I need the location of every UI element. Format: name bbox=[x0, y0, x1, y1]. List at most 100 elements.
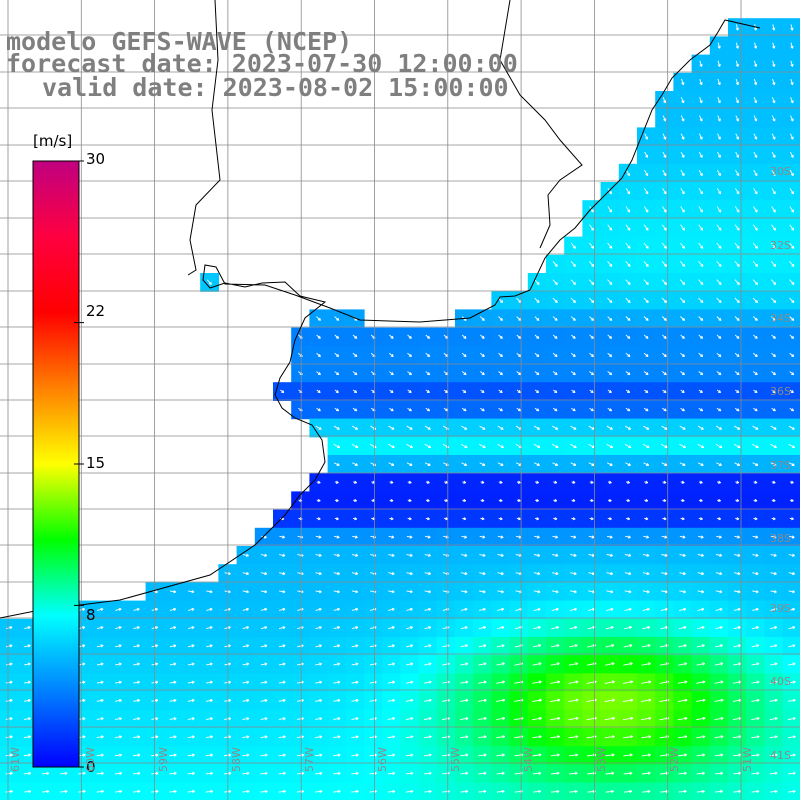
wind-arrow bbox=[715, 571, 723, 576]
wind-arrow bbox=[333, 717, 341, 721]
wind-arrow bbox=[407, 480, 412, 484]
wind-arrow bbox=[789, 407, 795, 412]
wind-arrow bbox=[461, 535, 468, 539]
wind-arrow bbox=[552, 316, 558, 321]
wind-arrow bbox=[315, 735, 323, 739]
wind-arrow bbox=[423, 717, 432, 721]
wind-arrow bbox=[260, 644, 268, 648]
wind-arrow bbox=[424, 662, 432, 666]
wind-arrow bbox=[444, 498, 448, 503]
wind-arrow bbox=[114, 753, 122, 757]
wind-arrow bbox=[734, 224, 740, 231]
wind-arrow bbox=[553, 498, 558, 503]
wind-arrow bbox=[206, 279, 212, 285]
wind-cell bbox=[782, 218, 800, 238]
wind-arrow bbox=[570, 352, 576, 358]
wind-arrow bbox=[516, 498, 521, 503]
wind-arrow bbox=[316, 498, 321, 503]
wind-arrow bbox=[771, 352, 776, 358]
wind-arrow bbox=[751, 698, 760, 702]
wind-arrow bbox=[752, 371, 758, 376]
wind-arrow bbox=[752, 297, 758, 304]
wind-arrow bbox=[352, 407, 358, 412]
wind-arrow bbox=[5, 698, 13, 703]
wind-arrow bbox=[570, 297, 576, 303]
wind-arrow bbox=[60, 771, 68, 775]
wind-arrow bbox=[516, 334, 522, 339]
wind-arrow bbox=[625, 188, 631, 195]
wind-arrow bbox=[790, 115, 794, 122]
wind-arrow bbox=[462, 517, 467, 521]
wind-arrow bbox=[532, 753, 542, 757]
wind-arrow bbox=[533, 443, 541, 449]
wind-arrow bbox=[569, 607, 577, 611]
wind-arrow bbox=[478, 789, 487, 794]
wind-arrow bbox=[589, 206, 594, 213]
wind-arrow bbox=[406, 626, 413, 630]
wind-arrow bbox=[644, 389, 649, 394]
wind-arrow bbox=[351, 735, 359, 739]
wind-arrow bbox=[534, 371, 540, 376]
wind-arrow bbox=[387, 753, 396, 757]
wind-arrow bbox=[407, 498, 412, 503]
wind-arrow bbox=[788, 789, 796, 794]
wind-arrow bbox=[661, 462, 668, 466]
wind-arrow bbox=[407, 407, 412, 412]
wind-arrow bbox=[424, 626, 432, 630]
wind-arrow bbox=[789, 242, 795, 249]
wind-arrow bbox=[571, 480, 576, 484]
wind-arrow bbox=[698, 169, 703, 177]
wind-arrow bbox=[423, 735, 432, 739]
wind-arrow bbox=[788, 590, 796, 594]
wind-arrow bbox=[279, 607, 286, 612]
wind-arrow bbox=[260, 590, 268, 594]
wind-arrow bbox=[389, 389, 394, 393]
wind-arrow bbox=[625, 261, 631, 267]
wind-arrow bbox=[389, 371, 394, 376]
wind-arrow bbox=[498, 407, 503, 412]
wind-arrow bbox=[260, 680, 268, 684]
wind-cell bbox=[782, 163, 800, 183]
wind-arrow bbox=[771, 206, 776, 213]
wind-arrow bbox=[553, 480, 558, 484]
wind-arrow bbox=[461, 352, 467, 357]
wind-arrow bbox=[5, 626, 13, 630]
wind-arrow bbox=[589, 389, 594, 394]
wind-arrow bbox=[570, 553, 577, 557]
wind-arrow bbox=[351, 698, 359, 703]
wind-arrow bbox=[78, 644, 86, 648]
wind-arrow bbox=[315, 571, 322, 576]
wind-arrow bbox=[735, 151, 740, 158]
wind-arrow bbox=[734, 297, 740, 304]
wind-arrow bbox=[351, 607, 359, 612]
wind-arrow bbox=[678, 644, 687, 648]
wind-arrow bbox=[771, 316, 777, 321]
wind-arrow bbox=[751, 771, 760, 775]
wind-arrow bbox=[716, 260, 722, 267]
wind-arrow bbox=[333, 607, 340, 612]
wind-arrow bbox=[570, 261, 576, 267]
wind-arrow bbox=[641, 753, 651, 757]
wind-arrow bbox=[662, 169, 667, 177]
wind-arrow bbox=[568, 698, 579, 703]
wind-arrow bbox=[771, 242, 777, 249]
wind-arrow bbox=[205, 771, 214, 775]
wind-arrow bbox=[734, 334, 740, 339]
wind-arrow bbox=[771, 224, 776, 231]
wind-arrow bbox=[406, 535, 413, 539]
wind-arrow bbox=[716, 517, 722, 521]
wind-arrow bbox=[278, 789, 286, 794]
wind-arrow bbox=[314, 753, 323, 757]
wind-arrow bbox=[623, 644, 633, 648]
wind-arrow bbox=[624, 625, 632, 630]
wind-arrow bbox=[60, 789, 68, 794]
wind-arrow bbox=[624, 571, 632, 576]
wind-arrow bbox=[406, 662, 414, 666]
wind-arrow bbox=[187, 717, 195, 721]
wind-arrow bbox=[753, 334, 758, 339]
wind-arrow bbox=[717, 133, 721, 140]
wind-arrow bbox=[478, 771, 487, 775]
wind-arrow bbox=[23, 789, 32, 794]
wind-arrow bbox=[480, 498, 485, 503]
wind-arrow bbox=[425, 389, 430, 394]
